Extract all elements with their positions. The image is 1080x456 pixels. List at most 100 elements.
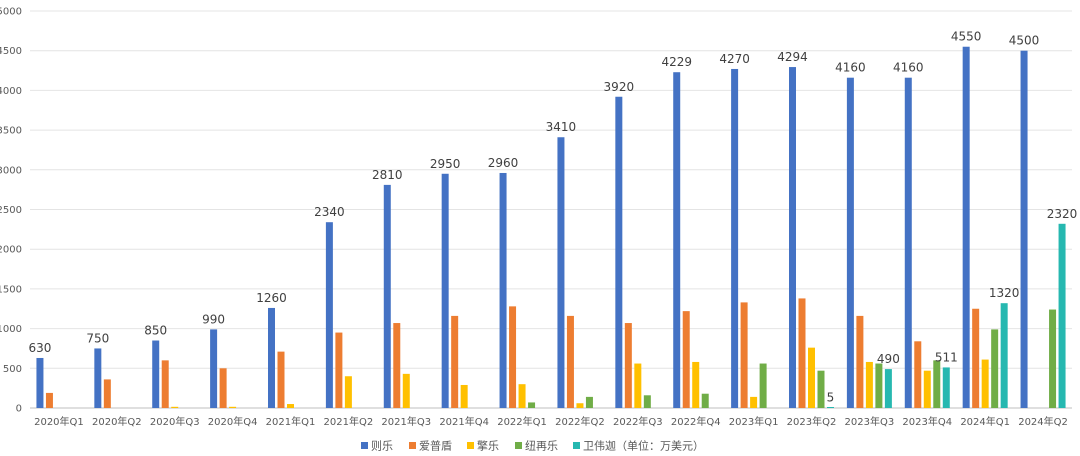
bar	[1058, 223, 1066, 408]
data-label: 4160	[835, 61, 866, 75]
legend-label: 爱普盾	[419, 439, 452, 453]
legend-label: 卫伟迦（单位：万美元）	[583, 439, 704, 453]
bars	[36, 46, 1066, 409]
bar	[701, 393, 709, 408]
data-label: 3410	[546, 120, 577, 134]
bar	[460, 384, 468, 408]
x-tick-label: 2023年Q3	[845, 415, 895, 428]
bar	[161, 360, 169, 408]
legend-swatch	[361, 442, 368, 449]
x-tick-label: 2020年Q3	[150, 415, 200, 428]
x-tick-label: 2024年Q2	[1018, 415, 1068, 428]
bar	[692, 361, 700, 408]
x-tick-label: 2021年Q3	[381, 415, 431, 428]
bar	[344, 376, 352, 408]
data-label: 4500	[1009, 34, 1040, 48]
y-tick-label: 1000	[0, 324, 22, 335]
bar	[152, 340, 160, 408]
bar	[499, 172, 507, 408]
x-tick-label: 2021年Q1	[266, 415, 316, 428]
data-label: 1320	[989, 286, 1020, 300]
data-label: 490	[877, 352, 900, 366]
bar	[518, 384, 526, 408]
data-label: 2960	[488, 156, 519, 170]
x-tick-label: 2021年Q2	[324, 415, 374, 428]
bar	[451, 315, 459, 408]
data-label: 4550	[951, 30, 982, 44]
bar	[615, 96, 623, 408]
data-label: 750	[86, 331, 109, 345]
bar	[393, 323, 401, 408]
data-label: 4160	[893, 61, 924, 75]
bar	[972, 308, 980, 408]
bar	[402, 373, 410, 408]
x-tick-label: 2024年Q1	[960, 415, 1010, 428]
bar	[856, 315, 864, 408]
bar	[827, 407, 834, 408]
bar	[171, 406, 179, 408]
bar	[268, 307, 275, 408]
x-tick-label: 2022年Q3	[613, 415, 663, 428]
bar	[914, 341, 922, 408]
bar	[566, 315, 574, 408]
bar	[750, 396, 758, 408]
bar	[789, 67, 796, 408]
bar	[528, 402, 536, 408]
bar	[1020, 50, 1028, 408]
bar	[643, 395, 651, 408]
bar	[229, 406, 237, 408]
bar	[634, 363, 642, 408]
data-label: 990	[202, 312, 225, 326]
bar	[45, 392, 53, 408]
bar	[942, 367, 950, 408]
x-tick-label: 2022年Q4	[671, 415, 721, 428]
data-label: 4229	[661, 55, 692, 69]
data-label: 630	[28, 341, 51, 355]
bar	[383, 184, 391, 408]
y-tick-label: 500	[3, 364, 22, 375]
x-tick-label: 2023年Q1	[729, 415, 779, 428]
y-tick-label: 1500	[0, 284, 22, 295]
y-tick-label: 2000	[0, 245, 22, 256]
bar	[933, 360, 941, 408]
x-tick-label: 2023年Q4	[902, 415, 952, 428]
bar	[923, 370, 931, 408]
bar	[624, 323, 632, 408]
legend-label: 纽再乐	[525, 439, 558, 453]
bar	[1000, 303, 1008, 408]
data-label: 4294	[777, 50, 808, 64]
y-tick-label: 0	[16, 404, 22, 415]
data-label: 850	[144, 324, 167, 338]
x-tick-label: 2022年Q1	[497, 415, 547, 428]
bar	[846, 77, 854, 409]
data-label: 3920	[604, 80, 635, 94]
x-tick-label: 2023年Q2	[787, 415, 837, 428]
legend-swatch	[515, 442, 522, 449]
bar	[94, 348, 102, 408]
bar	[798, 298, 806, 408]
data-label: 1260	[256, 291, 287, 305]
gridlines	[30, 10, 1072, 409]
data-label: 5	[827, 391, 835, 405]
bar	[673, 72, 681, 408]
bar	[557, 137, 565, 408]
data-label: 2950	[430, 157, 461, 171]
bar	[981, 359, 989, 408]
legend-swatch	[409, 442, 416, 449]
bar	[817, 370, 825, 408]
bar	[991, 329, 999, 408]
x-tick-label: 2021年Q4	[439, 415, 489, 428]
bar	[731, 68, 739, 408]
x-tick-label: 2020年Q4	[208, 415, 258, 428]
bar	[682, 311, 690, 408]
x-tick-label: 2020年Q1	[34, 415, 84, 428]
bar	[585, 396, 593, 408]
data-label: 2810	[372, 168, 403, 182]
bar	[287, 404, 294, 408]
bar	[441, 173, 449, 408]
bar	[865, 361, 873, 408]
y-tick-label: 2500	[0, 205, 22, 216]
